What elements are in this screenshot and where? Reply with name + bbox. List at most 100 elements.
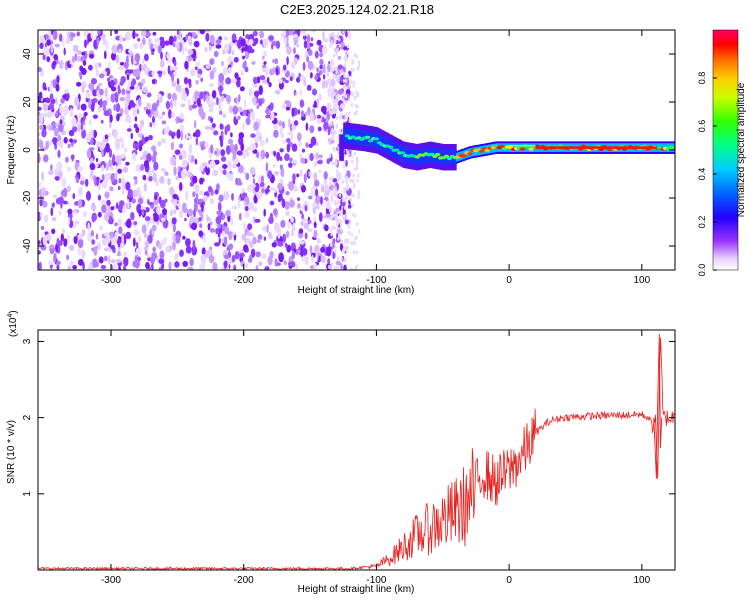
noise-speck [160,240,167,246]
noise-speck [149,122,153,128]
noise-speck [218,72,225,83]
y-tick-label: 3 [22,338,33,344]
noise-speck [303,222,310,230]
noise-speck [346,183,349,187]
noise-speck [335,105,338,110]
noise-speck [307,60,314,70]
noise-speck [77,233,84,240]
noise-speck [287,131,293,136]
noise-speck [342,71,345,76]
x-tick-label: 0 [506,575,512,586]
noise-speck [286,56,289,66]
ridge-core [344,134,350,138]
noise-speck [258,157,262,162]
noise-speck [246,239,249,245]
noise-speck [316,67,320,73]
noise-speck [287,261,294,267]
noise-speck [193,119,197,129]
noise-speck [328,137,332,145]
noise-speck [91,212,97,222]
noise-speck [197,73,201,79]
noise-speck [303,173,307,184]
noise-speck [172,223,176,233]
noise-speck [141,37,146,46]
noise-speck [144,53,149,62]
noise-speck [48,170,54,176]
noise-speck [293,47,296,55]
ridge-band [513,143,516,152]
noise-speck [268,35,274,41]
noise-speck [127,188,134,199]
noise-speck [131,152,137,162]
noise-speck [158,242,163,250]
noise-speck [184,60,189,70]
ridge-core [394,148,400,152]
noise-speck [164,198,168,203]
noise-speck [121,234,125,245]
noise-speck [115,258,122,264]
noise-speck [188,135,193,140]
noise-speck [221,61,224,67]
noise-speck [342,248,345,253]
noise-speck [209,228,215,233]
noise-speck [291,125,297,130]
noise-speck [297,197,301,202]
noise-speck [68,129,75,137]
ridge-band [464,150,466,159]
noise-speck [316,98,320,108]
noise-speck [301,255,306,262]
noise-speck [238,132,245,139]
noise-speck [331,61,335,66]
noise-speck [283,260,288,265]
noise-speck [187,48,194,56]
noise-speck [123,251,128,257]
noise-speck [185,46,188,52]
noise-speck [46,56,50,63]
noise-speck [55,83,60,92]
noise-speck [336,218,339,222]
noise-speck [158,114,164,120]
ridge-band [470,147,473,157]
noise-speck [210,117,214,124]
noise-speck [340,239,344,244]
noise-speck [274,90,281,95]
noise-speck [284,79,290,84]
noise-speck [57,140,63,148]
noise-speck [116,113,120,122]
noise-speck [247,231,252,237]
noise-speck [284,100,290,105]
noise-speck [104,50,107,60]
noise-speck [330,121,333,126]
noise-speck [335,260,341,266]
noise-speck [334,249,337,254]
noise-speck [329,83,332,88]
ridge-band [521,143,524,152]
noise-speck [254,137,260,143]
noise-speck [314,74,318,81]
noise-speck [89,119,92,126]
noise-speck [318,255,321,263]
noise-speck [54,176,60,181]
noise-speck [227,56,232,64]
noise-speck [91,98,98,103]
noise-speck [135,33,139,37]
noise-speck [227,173,234,182]
noise-speck [67,166,72,172]
noise-speck [312,207,316,215]
noise-speck [57,149,61,158]
noise-speck [248,87,253,97]
noise-speck [275,40,281,49]
noise-speck [226,124,231,132]
noise-speck [326,246,332,257]
noise-speck [228,105,233,114]
noise-speck [118,266,121,270]
noise-speck [337,235,340,240]
noise-speck [328,110,332,115]
noise-speck [344,94,347,99]
noise-speck [79,180,85,185]
noise-speck [288,181,294,191]
noise-speck [291,250,295,260]
noise-speck [77,258,84,266]
noise-speck [335,70,338,75]
noise-speck [351,92,355,97]
